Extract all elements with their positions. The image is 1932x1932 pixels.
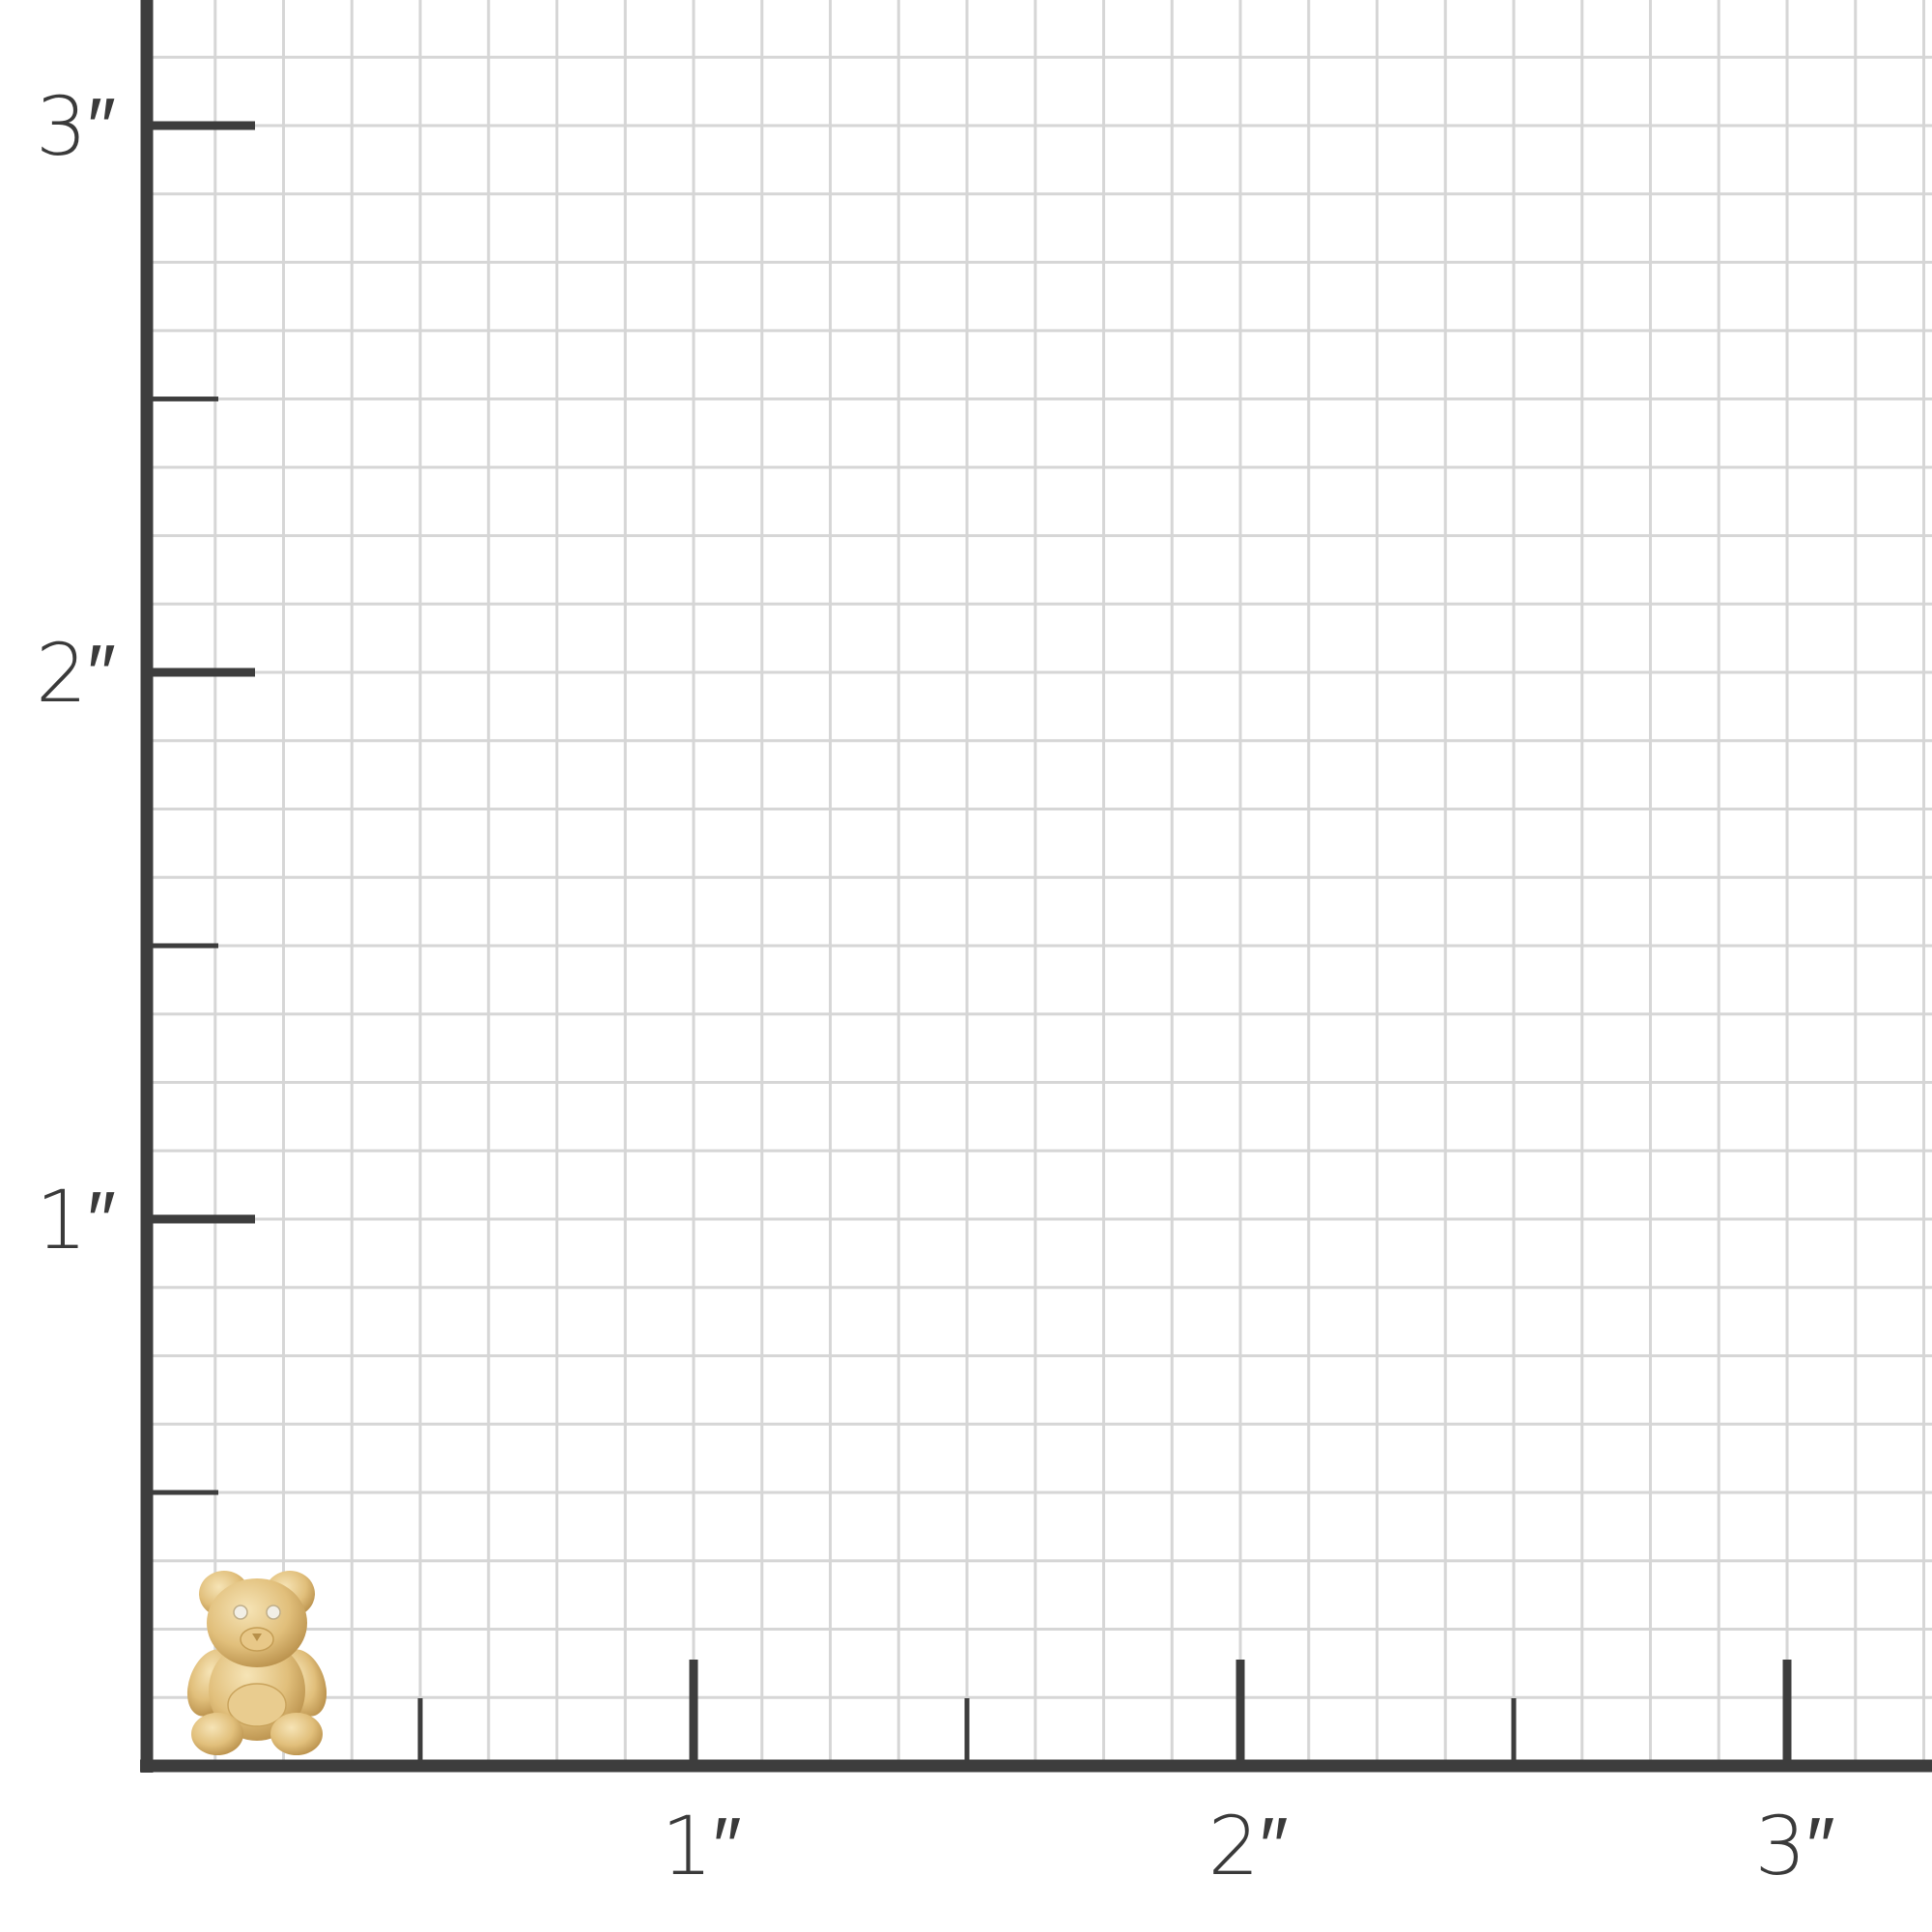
- grid-lines: [147, 0, 1932, 1766]
- y-tick-label-2: 2″: [36, 626, 116, 721]
- x-tick-label-2: 2″: [1208, 1799, 1288, 1893]
- y-tick-label-1: 1″: [36, 1173, 116, 1267]
- axis-ticks: [147, 121, 1792, 1766]
- teddy-bear-pendant-icon: [186, 1571, 327, 1755]
- y-tick-label-3: 3″: [36, 79, 116, 174]
- axis-labels: 1″ 2″ 3″ 1″ 2″ 3″: [36, 79, 1835, 1893]
- x-tick-label-3: 3″: [1754, 1799, 1834, 1893]
- x-tick-label-1: 1″: [661, 1799, 741, 1893]
